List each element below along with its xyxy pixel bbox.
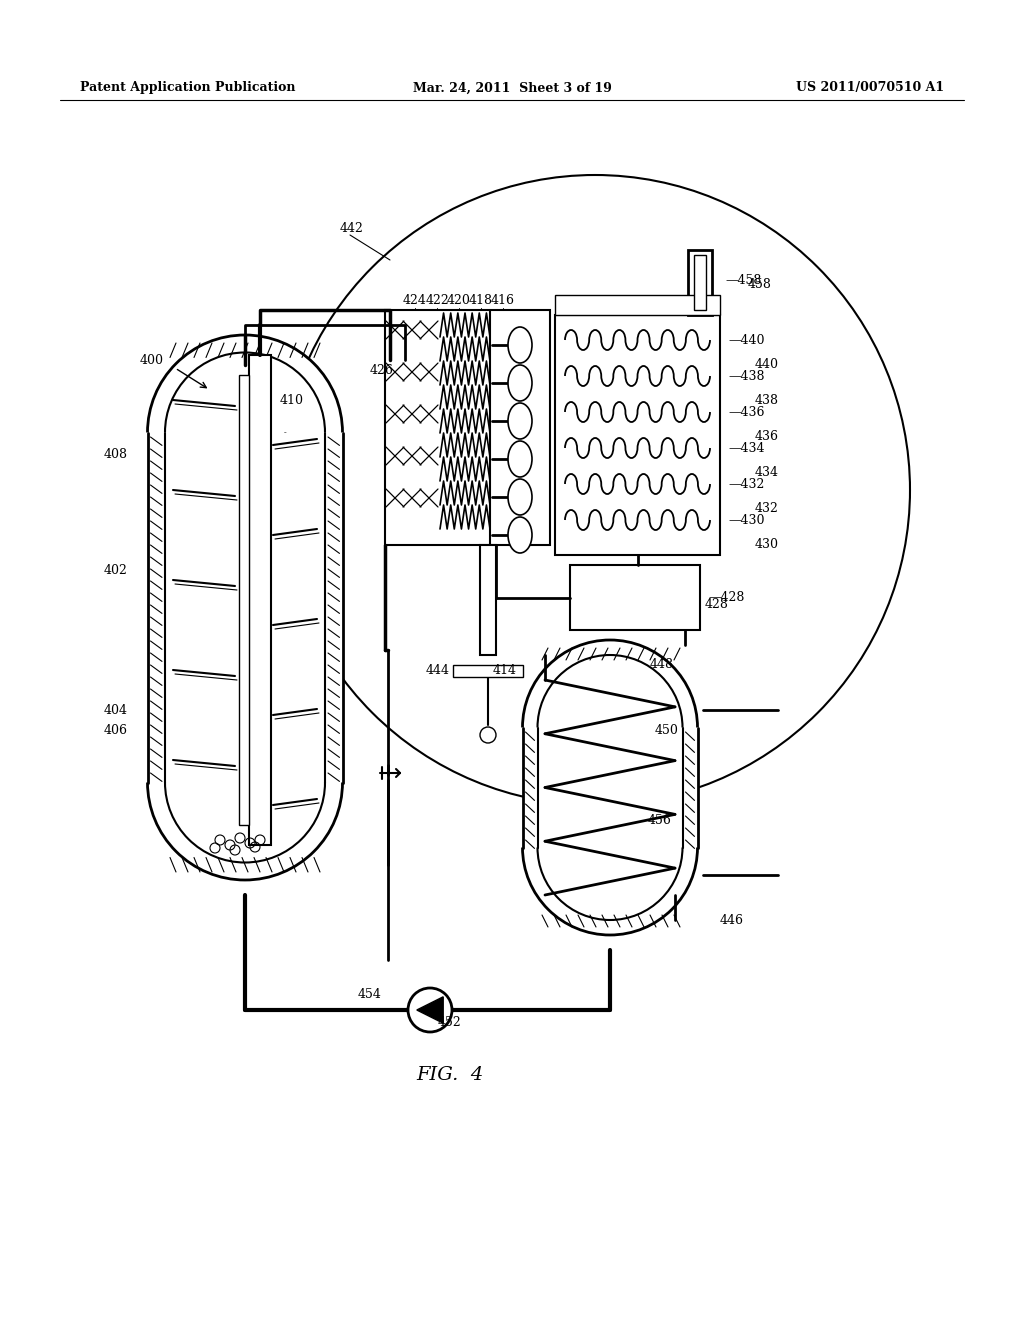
Text: 444: 444 — [426, 664, 450, 677]
Polygon shape — [417, 997, 443, 1023]
Bar — [555, 315, 720, 554]
Bar — [555, 294, 720, 315]
Bar — [239, 375, 249, 825]
Text: Patent Application Publication: Patent Application Publication — [80, 82, 296, 95]
Text: 416: 416 — [490, 293, 515, 306]
Text: 434: 434 — [755, 466, 779, 479]
Bar — [385, 310, 550, 545]
Text: 440: 440 — [755, 359, 779, 371]
Text: FIG.  4: FIG. 4 — [417, 1067, 483, 1084]
Text: 452: 452 — [438, 1015, 462, 1028]
Text: 442: 442 — [340, 222, 364, 235]
Text: 430: 430 — [755, 539, 779, 552]
Text: 418: 418 — [469, 293, 493, 306]
Text: 428: 428 — [705, 598, 729, 611]
Text: 400: 400 — [140, 354, 164, 367]
Text: —458: —458 — [725, 273, 762, 286]
Text: —436: —436 — [728, 405, 765, 418]
Text: 450: 450 — [655, 723, 679, 737]
Text: 406: 406 — [104, 723, 128, 737]
Text: —432: —432 — [728, 478, 764, 491]
Bar — [249, 355, 271, 845]
Bar — [522, 727, 697, 847]
Ellipse shape — [508, 441, 532, 477]
Text: —438: —438 — [728, 370, 765, 383]
Text: 414: 414 — [493, 664, 517, 677]
Text: 456: 456 — [648, 813, 672, 826]
Bar — [453, 665, 523, 677]
Bar — [480, 545, 496, 655]
Wedge shape — [147, 783, 342, 880]
Text: Mar. 24, 2011  Sheet 3 of 19: Mar. 24, 2011 Sheet 3 of 19 — [413, 82, 611, 95]
Ellipse shape — [508, 403, 532, 440]
Text: 446: 446 — [720, 913, 744, 927]
Text: 424: 424 — [403, 293, 427, 306]
Circle shape — [280, 176, 910, 805]
Text: 454: 454 — [358, 989, 382, 1002]
Text: —434: —434 — [728, 441, 765, 454]
Wedge shape — [522, 640, 697, 727]
Text: 426: 426 — [370, 363, 394, 376]
Text: 402: 402 — [104, 564, 128, 577]
Circle shape — [408, 987, 452, 1032]
Ellipse shape — [508, 366, 532, 401]
Text: 438: 438 — [755, 395, 779, 408]
Text: 408: 408 — [104, 449, 128, 462]
Text: —430: —430 — [728, 513, 765, 527]
Text: 404: 404 — [104, 704, 128, 717]
Text: —440: —440 — [728, 334, 765, 346]
Text: 436: 436 — [755, 430, 779, 444]
Ellipse shape — [508, 517, 532, 553]
Wedge shape — [522, 847, 697, 935]
Bar — [688, 249, 712, 315]
Bar — [570, 565, 700, 630]
Text: 410: 410 — [280, 393, 304, 407]
Ellipse shape — [508, 479, 532, 515]
Text: —428: —428 — [708, 591, 744, 605]
Text: 420: 420 — [447, 293, 471, 306]
Circle shape — [480, 727, 496, 743]
Bar — [147, 433, 342, 783]
Text: 458: 458 — [748, 279, 772, 292]
Text: 422: 422 — [425, 293, 449, 306]
Text: 448: 448 — [650, 659, 674, 672]
Text: 432: 432 — [755, 503, 779, 516]
Bar — [694, 255, 706, 310]
Wedge shape — [147, 335, 342, 433]
Text: US 2011/0070510 A1: US 2011/0070510 A1 — [796, 82, 944, 95]
Ellipse shape — [508, 327, 532, 363]
